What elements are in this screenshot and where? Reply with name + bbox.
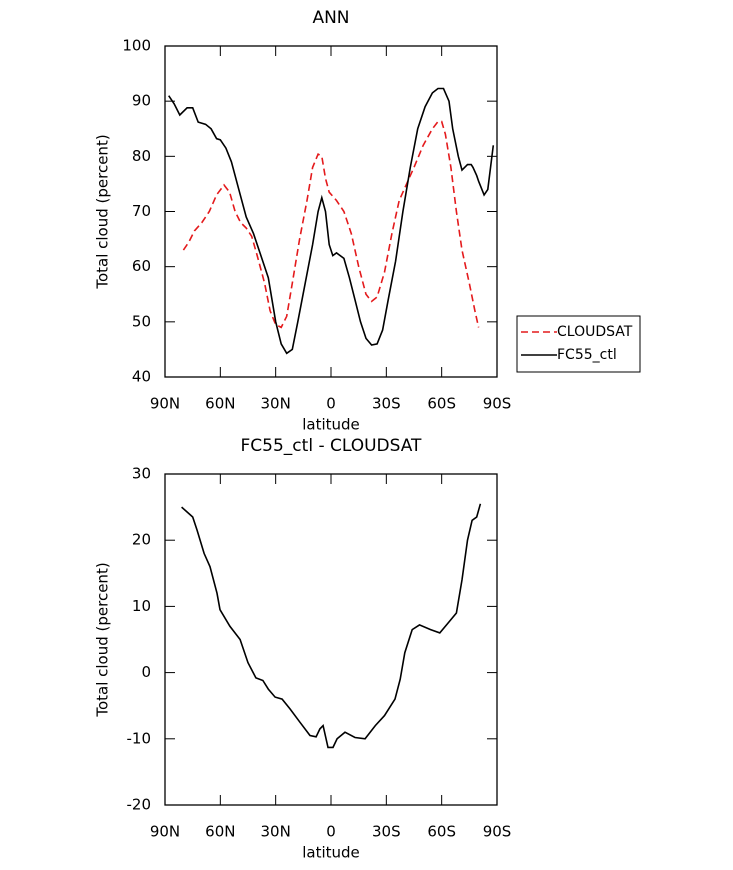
y-tick-label: 100: [122, 37, 151, 55]
x-tick-label: 60S: [427, 395, 456, 413]
x-tick-label: 60N: [205, 395, 235, 413]
y-tick-label: -10: [127, 729, 152, 747]
y-tick-label: -20: [127, 796, 152, 814]
y-axis-label: Total cloud (percent): [94, 562, 112, 717]
y-tick-label: 60: [132, 257, 151, 275]
x-tick-label: 90S: [483, 395, 512, 413]
x-tick-label: 60S: [427, 823, 456, 841]
y-tick-label: 20: [132, 531, 151, 549]
x-tick-label: 90N: [150, 395, 180, 413]
y-tick-label: 70: [132, 202, 151, 220]
legend-label: CLOUDSAT: [557, 324, 633, 340]
y-axis-label: Total cloud (percent): [94, 134, 112, 289]
y-tick-label: 90: [132, 92, 151, 110]
plot-frame: [164, 473, 498, 806]
x-tick-label: 30S: [372, 395, 401, 413]
data-line: [181, 503, 482, 749]
y-tick-label: 40: [132, 368, 151, 386]
y-tick-label: 50: [132, 312, 151, 330]
legend-label: FC55_ctl: [557, 347, 617, 363]
x-tick-label: 0: [326, 823, 336, 841]
x-tick-label: 60N: [205, 823, 235, 841]
x-tick-label: 30N: [261, 395, 291, 413]
x-tick-label: 0: [326, 395, 336, 413]
y-tick-label: 30: [132, 465, 151, 483]
x-tick-label: 90S: [483, 823, 512, 841]
x-axis-label: latitude: [302, 416, 360, 434]
y-tick-label: 10: [132, 597, 151, 615]
x-tick-label: 30N: [261, 823, 291, 841]
data-line: [168, 87, 495, 355]
chart-title: FC55_ctl - CLOUDSAT: [241, 436, 423, 456]
x-tick-label: 90N: [150, 823, 180, 841]
y-tick-label: 80: [132, 147, 151, 165]
x-tick-label: 30S: [372, 823, 401, 841]
legend-box: [516, 315, 641, 373]
x-axis-label: latitude: [302, 844, 360, 862]
legend: CLOUDSAT FC55_ctl: [516, 315, 641, 373]
y-tick-label: 0: [141, 663, 151, 681]
chart-title: ANN: [312, 8, 349, 28]
